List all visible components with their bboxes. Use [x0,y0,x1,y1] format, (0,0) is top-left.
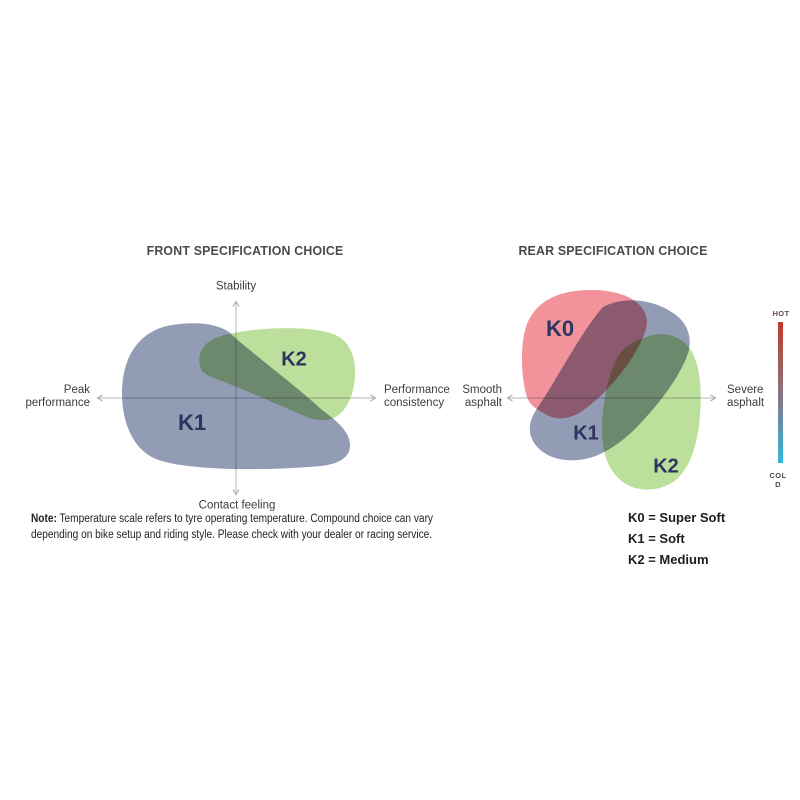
note-text: Note: Temperature scale refers to tyre o… [31,512,488,543]
front-k1-blob [122,323,351,470]
legend-item-k1: K1 = Soft [628,531,685,546]
temperature-cold-label-line: COL [769,471,787,480]
rear-k1-label: K1 [573,422,599,445]
rear-k2-blob [602,334,701,490]
axis-label-line: Severe [727,384,764,396]
front-chart-title: FRONT SPECIFICATION CHOICE [146,243,344,258]
axis-label-line: Peak [63,384,90,396]
rear-k2-label: K2 [653,455,679,478]
rear-chart-title: REAR SPECIFICATION CHOICE [518,243,708,258]
axis-label-line: performance [25,397,90,409]
rear-axis-label-smooth-asphalt: Smooth asphalt [462,384,502,410]
front-axis-label-peak-performance: Peak performance [25,384,90,410]
note-line-1: Note: Temperature scale refers to tyre o… [31,512,433,528]
note-prefix: Note: [31,513,57,525]
axis-label-line: asphalt [464,397,502,409]
temperature-hot-label: HOT [772,309,790,318]
rear-k0-label: K0 [545,316,575,341]
temperature-cold-label-line: D [775,480,781,489]
axis-label-line: Smooth [462,384,502,396]
rear-axis-label-severe-asphalt: Severe asphalt [727,384,764,410]
front-axis-label-contact-feeling: Contact feeling [198,499,276,512]
temperature-cold-label: COL D [769,471,786,489]
front-k2-label: K2 [281,348,307,371]
legend-item-k2: K2 = Medium [628,552,709,567]
axis-label-line: consistency [384,397,445,409]
axis-label-line: asphalt [727,397,765,409]
front-k1-label: K1 [177,410,207,435]
front-k2-blob [199,328,356,421]
note-line-1-text: Temperature scale refers to tyre operati… [56,513,433,525]
front-axis-label-stability: Stability [215,280,257,293]
temperature-gradient-bar [778,322,783,463]
compound-legend: K0 = Super Soft K1 = Soft K2 = Medium [628,507,725,570]
note-line-2: depending on bike setup and riding style… [31,528,433,541]
legend-item-k0: K0 = Super Soft [628,510,726,525]
axis-label-line: Performance [384,384,450,396]
front-axis-label-performance-consistency: Performance consistency [384,384,450,410]
